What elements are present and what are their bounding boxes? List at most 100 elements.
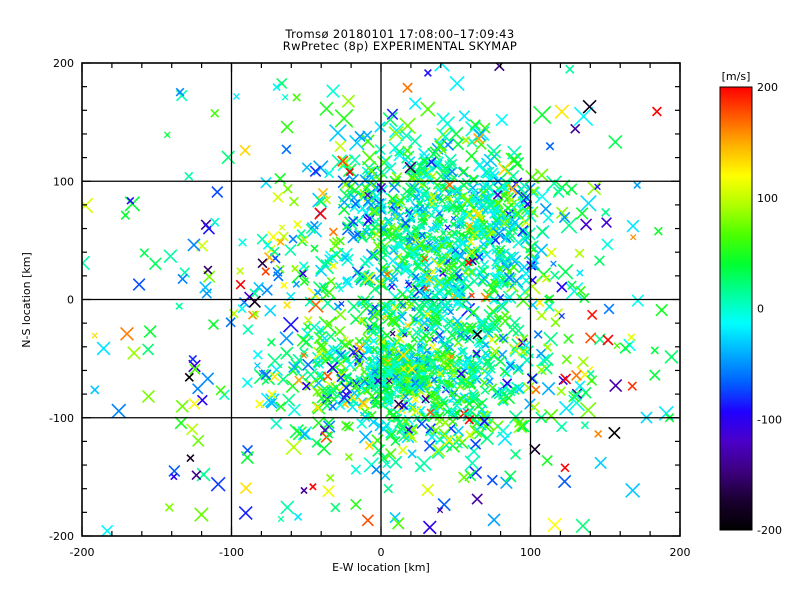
scatter-marker [236,267,244,275]
scatter-marker [457,251,466,261]
scatter-marker [312,360,321,368]
scatter-marker [477,272,490,285]
scatter-marker [296,229,306,239]
scatter-marker [179,267,191,278]
scatter-marker [479,122,491,134]
scatter-marker [461,136,471,145]
scatter-marker [401,263,413,275]
scatter-marker [350,199,361,209]
scatter-marker [342,275,352,286]
scatter-marker [490,203,501,214]
scatter-marker [452,359,461,368]
scatter-marker [550,260,557,268]
scatter-marker [386,364,395,374]
scatter-marker [410,335,418,343]
scatter-marker [292,426,307,441]
scatter-marker [408,352,416,359]
scatter-marker [361,514,374,527]
scatter-marker [280,120,294,134]
scatter-marker [437,497,451,512]
colorbar-tick-labels: 200 100 0 -100 -200 [757,81,782,537]
scatter-marker [437,335,446,344]
scatter-marker [414,461,426,473]
scatter-marker [479,224,488,234]
scatter-marker [613,342,621,350]
scatter-marker [491,271,501,281]
scatter-marker [434,216,440,222]
scatter-marker [440,230,447,237]
scatter-marker [340,253,350,263]
scatter-marker [393,399,404,410]
scatter-marker [492,227,505,240]
scatter-marker [504,470,517,483]
scatter-marker [278,231,289,242]
scatter-marker [463,377,476,391]
scatter-marker [446,195,454,203]
scatter-marker [472,400,484,412]
scatter-marker [406,363,417,375]
scatter-marker [141,389,155,403]
scatter-marker [267,353,283,369]
scatter-marker [452,284,465,297]
scatter-marker [387,350,393,356]
scatter-marker [282,348,291,358]
scatter-marker [345,359,355,370]
scatter-marker [391,517,405,530]
scatter-marker [148,257,162,271]
scatter-marker [513,419,528,434]
scatter-marker [506,170,520,183]
scatter-marker [298,261,309,272]
scatter-marker [556,421,568,433]
scatter-marker [435,319,442,325]
scatter-marker [327,344,340,356]
scatter-marker [373,376,382,385]
scatter-marker [452,194,462,204]
scatter-marker [199,281,212,294]
scatter-marker [342,336,349,343]
scatter-marker [440,204,448,212]
scatter-marker [456,258,468,270]
scatter-marker [346,173,360,187]
scatter-marker [505,386,516,397]
scatter-marker [203,265,213,275]
scatter-marker [251,310,260,318]
scatter-marker [543,408,559,424]
scatter-marker [439,242,448,250]
scatter-marker [238,505,253,520]
scatter-marker [438,236,445,243]
scatter-marker [184,372,194,382]
scatter-marker [395,195,406,206]
scatter-marker [343,421,354,432]
scatter-marker [189,363,201,375]
scatter-marker [434,383,441,390]
scatter-marker [238,237,247,247]
scatter-marker [468,174,479,185]
scatter-marker [586,375,598,386]
scatter-marker [293,220,302,229]
scatter-marker [535,348,546,359]
scatter-marker [317,187,329,199]
scatter-marker [480,259,490,269]
scatter-marker [387,311,393,318]
scatter-marker [248,295,262,308]
scatter-marker [408,216,415,224]
scatter-marker [431,336,438,343]
scatter-marker [400,218,411,228]
scatter-marker [358,430,373,444]
scatter-marker [390,345,399,354]
scatter-marker [304,368,318,382]
scatter-marker [580,195,597,212]
scatter-marker [304,296,315,307]
scatter-marker [392,386,401,394]
scatter-marker [398,423,408,433]
colorbar-tick-label: 200 [757,81,778,94]
scatter-marker [537,226,548,237]
colorbar-unit-label: [m/s] [722,70,751,83]
scatter-marker [325,473,335,483]
scatter-marker [386,108,399,121]
scatter-marker [456,369,466,379]
scatter-marker [371,464,382,475]
scatter-marker [282,183,293,194]
scatter-marker [261,267,270,276]
scatter-marker [451,400,462,411]
